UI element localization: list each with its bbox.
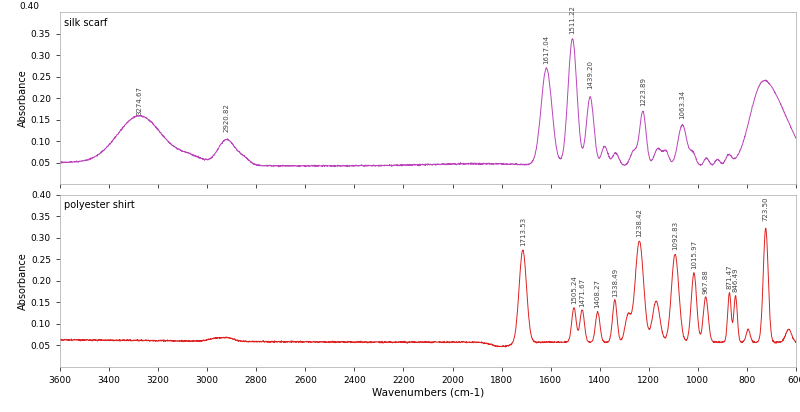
Text: 3274.67: 3274.67 xyxy=(137,86,143,115)
Text: 1408.27: 1408.27 xyxy=(594,279,601,308)
Text: silk scarf: silk scarf xyxy=(64,18,107,28)
Text: 1617.04: 1617.04 xyxy=(543,35,550,64)
Text: 1015.97: 1015.97 xyxy=(691,240,697,269)
Text: 1338.49: 1338.49 xyxy=(612,268,618,297)
X-axis label: Wavenumbers (cm-1): Wavenumbers (cm-1) xyxy=(372,387,484,398)
Text: 1092.83: 1092.83 xyxy=(672,221,678,250)
Y-axis label: Absorbance: Absorbance xyxy=(18,70,28,127)
Text: 0.40: 0.40 xyxy=(19,2,39,11)
Text: 1471.67: 1471.67 xyxy=(579,278,585,307)
Text: 871.47: 871.47 xyxy=(726,265,732,289)
Text: 2920.82: 2920.82 xyxy=(224,103,230,131)
Text: polyester shirt: polyester shirt xyxy=(64,200,134,210)
Text: 1505.24: 1505.24 xyxy=(571,276,577,304)
Text: 1713.53: 1713.53 xyxy=(520,216,526,246)
Text: 1511.22: 1511.22 xyxy=(570,5,575,34)
Text: 1223.89: 1223.89 xyxy=(640,77,646,106)
Text: 846.49: 846.49 xyxy=(733,268,738,293)
Text: 967.88: 967.88 xyxy=(702,269,709,294)
Text: 723.50: 723.50 xyxy=(762,197,769,222)
Text: 1063.34: 1063.34 xyxy=(679,89,686,119)
Text: 1439.20: 1439.20 xyxy=(587,60,593,89)
Text: 1238.42: 1238.42 xyxy=(636,208,642,236)
Y-axis label: Absorbance: Absorbance xyxy=(18,252,28,309)
